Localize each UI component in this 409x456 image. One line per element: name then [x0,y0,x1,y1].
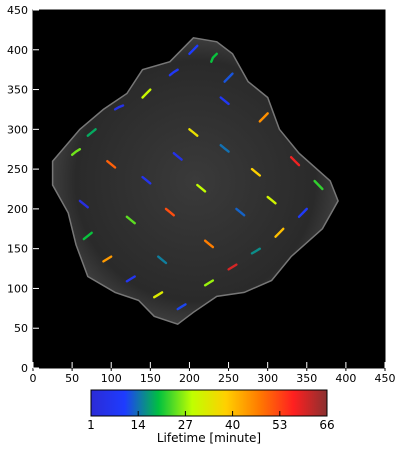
x-tick-label: 0 [30,372,37,385]
colorbar-tick-label: 1 [87,418,95,432]
track [164,207,176,217]
colorbar-tick-label: 66 [319,418,334,432]
colorbar-tick-label: 14 [131,418,146,432]
colorbar-tick-label: 27 [178,418,193,432]
cell-image [51,36,339,326]
track [223,72,234,83]
colorbar-ticks: 1 14 27 40 53 66 [87,411,335,432]
track [219,96,230,106]
y-tick-label: 450 [7,4,28,17]
track [176,303,187,311]
x-tick-label: 350 [296,372,317,385]
tracks-layer [70,44,324,311]
colorbar-gradient [90,389,328,417]
y-tick-label: 50 [14,322,28,335]
y-tick-label: 250 [7,163,28,176]
track [70,147,82,157]
y-tick-label: 400 [7,44,28,57]
track [266,195,277,205]
plot-frame [32,9,386,369]
y-tick-label: 0 [21,362,28,375]
x-tick-label: 450 [375,372,396,385]
track [188,128,199,137]
track [188,44,199,55]
track [297,207,308,219]
x-tick-label: 400 [335,372,356,385]
track [274,227,285,238]
x-tick-label: 50 [65,372,79,385]
track [113,104,125,111]
y-tick-label: 100 [7,282,28,295]
track [156,255,168,265]
y-tick-label: 350 [7,84,28,97]
track [106,159,117,169]
x-tick-label: 200 [179,372,200,385]
track [203,279,215,287]
x-tick-label: 300 [257,372,278,385]
x-tick-label: 250 [218,372,239,385]
track [141,88,152,99]
track [210,52,219,63]
x-axis: 0 50 100 150 200 250 300 350 400 450 [30,362,396,385]
colorbar-tick-label: 53 [272,418,287,432]
x-tick-label: 150 [140,372,161,385]
track [250,167,261,177]
track [82,231,93,241]
track [168,68,179,77]
track [203,239,215,249]
cell-body [51,36,339,326]
track [313,179,324,191]
x-tick-label: 100 [101,372,122,385]
track [86,128,97,137]
track [258,112,269,123]
track [250,247,261,255]
y-tick-label: 150 [7,243,28,256]
track [125,275,136,283]
colorbar-label: Lifetime [minute] [157,431,261,445]
track [152,291,164,299]
track [125,215,136,225]
y-axis: 0 50 100 150 200 250 300 350 400 450 [7,4,39,375]
track [78,199,90,209]
track [172,151,183,161]
track [235,207,246,217]
track [289,155,301,167]
y-tick-label: 300 [7,123,28,136]
colorbar-tick-label: 40 [225,418,240,432]
track [196,183,207,193]
track [102,255,113,263]
track [219,143,230,153]
track [141,175,152,185]
track [227,263,238,271]
y-tick-label: 200 [7,203,28,216]
colorbar: 1 14 27 40 53 66 Lifetime [minute] [87,389,335,445]
